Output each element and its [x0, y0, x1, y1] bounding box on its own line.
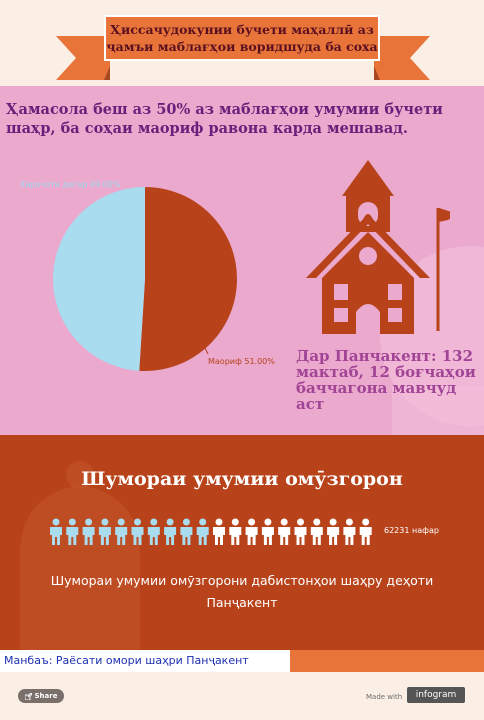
panjakent-schools-text: Дар Панчакент: 132 мактаб, 12 боғчаҳои б…: [296, 347, 476, 413]
share-label: Share: [34, 692, 58, 700]
person-icon: [50, 518, 62, 545]
made-with-label: Made with: [366, 693, 403, 701]
pie-slice-other: [52, 187, 146, 371]
person-icon: [164, 518, 177, 545]
person-icon: [213, 518, 225, 545]
lead-text: Ҳамасола беш аз 50% аз маблағҳои умумии …: [6, 101, 443, 137]
pie-label-education: Маориф 51.00%: [208, 357, 275, 366]
footer: [0, 672, 484, 720]
infogram-logo[interactable]: infogram: [407, 687, 465, 703]
person-icon: [294, 518, 307, 545]
school-building-icon: [306, 160, 450, 334]
person-icon: [278, 518, 291, 545]
person-icon: [343, 518, 356, 545]
person-icon: [115, 518, 128, 545]
teachers-section: [0, 435, 484, 650]
person-icon: [261, 518, 274, 545]
person-icon: [310, 518, 323, 545]
teachers-count: 62231 нафар: [384, 526, 439, 535]
pie-label-other: Харочоти дигар 49.00%: [20, 180, 121, 189]
share-icon: [24, 692, 32, 700]
person-icon: [131, 518, 144, 545]
pie-slice-education: [139, 187, 237, 371]
person-icon: [359, 518, 372, 545]
person-icon: [180, 518, 193, 545]
people-icon-row: [50, 518, 372, 545]
teachers-subtitle: Шумораи умумии омӯзгорони дабистонҳои ша…: [50, 573, 434, 610]
person-icon: [327, 518, 340, 545]
source-text: Манбаъ: Раёсати омори шаҳри Панҷакент: [4, 654, 249, 667]
pie-leader-line: [201, 341, 209, 355]
person-icon: [98, 518, 111, 545]
person-icon: [66, 518, 79, 545]
source-accent: [290, 650, 484, 672]
person-icon: [82, 518, 95, 545]
share-button[interactable]: Share: [18, 689, 64, 703]
person-icon: [196, 518, 209, 545]
person-icon: [229, 518, 242, 545]
page-title: Ҳиссачудокунии бучети маҳаллӣ аз ҷамъи м…: [104, 15, 380, 61]
person-icon: [147, 518, 160, 545]
teachers-title: Шумораи умумии омӯзгорон: [81, 468, 403, 490]
pie-chart: [52, 187, 237, 371]
person-icon: [245, 518, 258, 545]
title-ribbon: [56, 36, 430, 80]
bell-background-icon: [20, 461, 140, 650]
